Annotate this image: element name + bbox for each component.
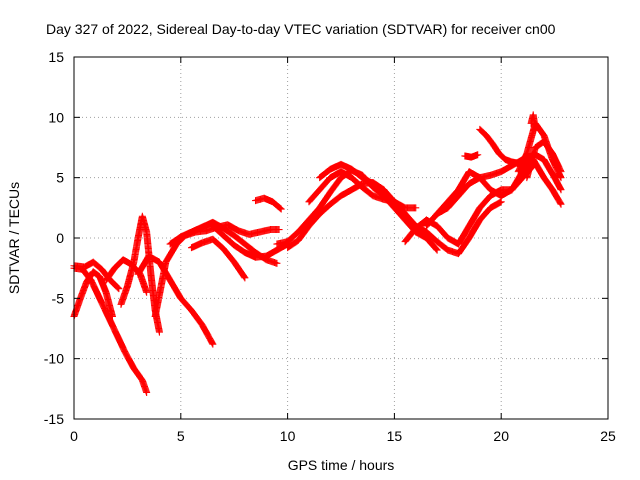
series-track-18 (422, 156, 527, 230)
series-track-25 (523, 137, 565, 182)
data-point-marks (422, 156, 527, 230)
series-track-10 (209, 222, 292, 261)
data-point-marks (316, 160, 388, 194)
data-point-marks (187, 235, 249, 282)
axis-ticks: 0 5 10 15 20 25 -15 -10 -5 0 5 10 15 (44, 49, 616, 444)
x-tick-label: 0 (70, 428, 78, 444)
data-point-marks (252, 194, 285, 213)
data-point-marks (151, 221, 283, 320)
y-tick-label: 0 (56, 230, 64, 246)
series-track-11 (252, 194, 285, 213)
y-tick-label: -5 (52, 290, 65, 306)
y-axis-label: SDTVAR / TECUs (6, 182, 22, 294)
data-point-marks (461, 151, 482, 161)
x-tick-label: 10 (280, 428, 296, 444)
series-track-15 (316, 160, 388, 194)
series-track-9 (187, 235, 249, 282)
x-tick-label: 15 (387, 428, 403, 444)
series-track-21 (461, 151, 482, 161)
x-tick-label: 5 (177, 428, 185, 444)
y-tick-label: -15 (44, 411, 64, 427)
y-tick-label: 5 (56, 170, 64, 186)
data-point-marks (523, 137, 565, 182)
x-tick-label: 20 (493, 428, 509, 444)
y-tick-label: -10 (44, 351, 64, 367)
series-track-7 (151, 221, 283, 320)
data-point-marks (209, 222, 292, 261)
grid (74, 57, 608, 419)
data-point-marks (476, 125, 522, 167)
series-track-26 (527, 111, 539, 133)
x-axis-label: GPS time / hours (288, 457, 395, 473)
chart-title: Day 327 of 2022, Sidereal Day-to-day VTE… (46, 21, 556, 37)
y-tick-label: 10 (48, 109, 64, 125)
series-track-20 (476, 125, 522, 167)
data-point-marks (527, 111, 539, 133)
data-marks (70, 111, 565, 396)
y-tick-label: 15 (48, 49, 64, 65)
x-tick-label: 25 (600, 428, 616, 444)
